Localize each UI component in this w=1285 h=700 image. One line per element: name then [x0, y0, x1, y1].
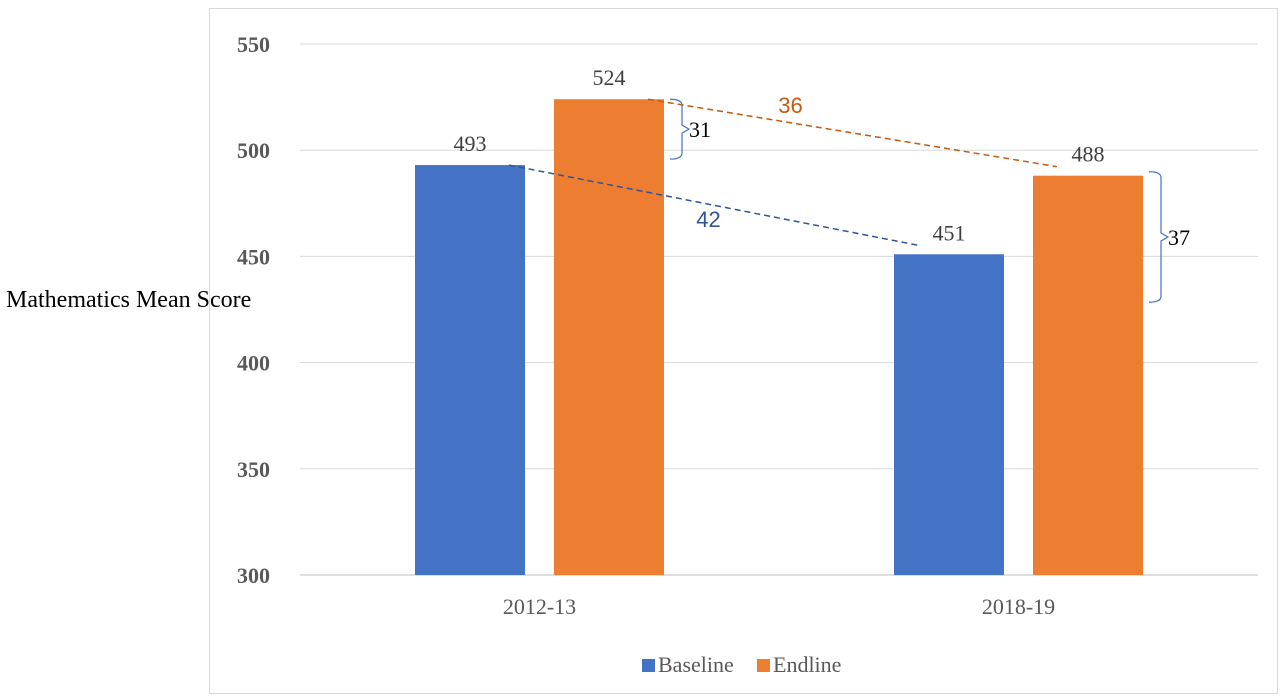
gap-label: 37	[1168, 225, 1190, 250]
bar-baseline	[894, 254, 1004, 575]
y-axis-label: Mathematics Mean Score	[6, 287, 251, 313]
x-axis: 2012-13 2018-19	[503, 594, 1055, 619]
gap-brackets: 31 37	[669, 98, 1190, 303]
gap-label: 31	[689, 117, 711, 142]
trend-line	[647, 98, 1058, 168]
y-tick-label: 300	[237, 563, 270, 588]
legend-label: Endline	[773, 652, 841, 677]
y-tick-label: 500	[237, 138, 270, 163]
chart-frame	[209, 8, 1278, 694]
data-label: 488	[1072, 142, 1105, 167]
bar-endline	[1033, 175, 1143, 576]
y-tick-label: 450	[237, 244, 270, 269]
bar-baseline	[415, 165, 525, 575]
y-tick-label: 350	[237, 457, 270, 482]
legend-swatch	[642, 659, 655, 672]
bars: 493 524 451 488	[415, 65, 1143, 576]
gap-bracket	[669, 98, 691, 160]
data-label: 451	[933, 220, 966, 245]
y-tick-label: 550	[237, 32, 270, 57]
y-axis-ticks: 300 350 400 450 500 550	[237, 32, 270, 588]
legend: Baseline Endline	[642, 652, 841, 677]
x-tick-label: 2012-13	[503, 594, 576, 619]
trend-lines: 42 36	[508, 93, 1058, 247]
legend-label: Baseline	[658, 652, 734, 677]
trend-label: 42	[696, 207, 720, 232]
data-label: 524	[593, 65, 626, 90]
trend-label: 36	[778, 93, 802, 118]
data-label: 493	[454, 131, 487, 156]
bar-endline	[554, 99, 664, 575]
x-tick-label: 2018-19	[982, 594, 1055, 619]
legend-swatch	[757, 659, 770, 672]
y-tick-label: 400	[237, 351, 270, 376]
gap-bracket	[1148, 171, 1170, 303]
